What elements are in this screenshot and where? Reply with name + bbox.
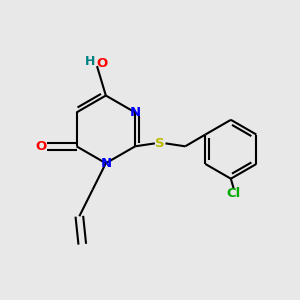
Text: N: N	[100, 157, 111, 170]
Text: Cl: Cl	[227, 187, 241, 200]
Text: O: O	[35, 140, 46, 153]
Text: H: H	[85, 55, 96, 68]
Text: S: S	[155, 137, 165, 150]
Text: O: O	[97, 57, 108, 70]
Text: N: N	[130, 106, 141, 119]
